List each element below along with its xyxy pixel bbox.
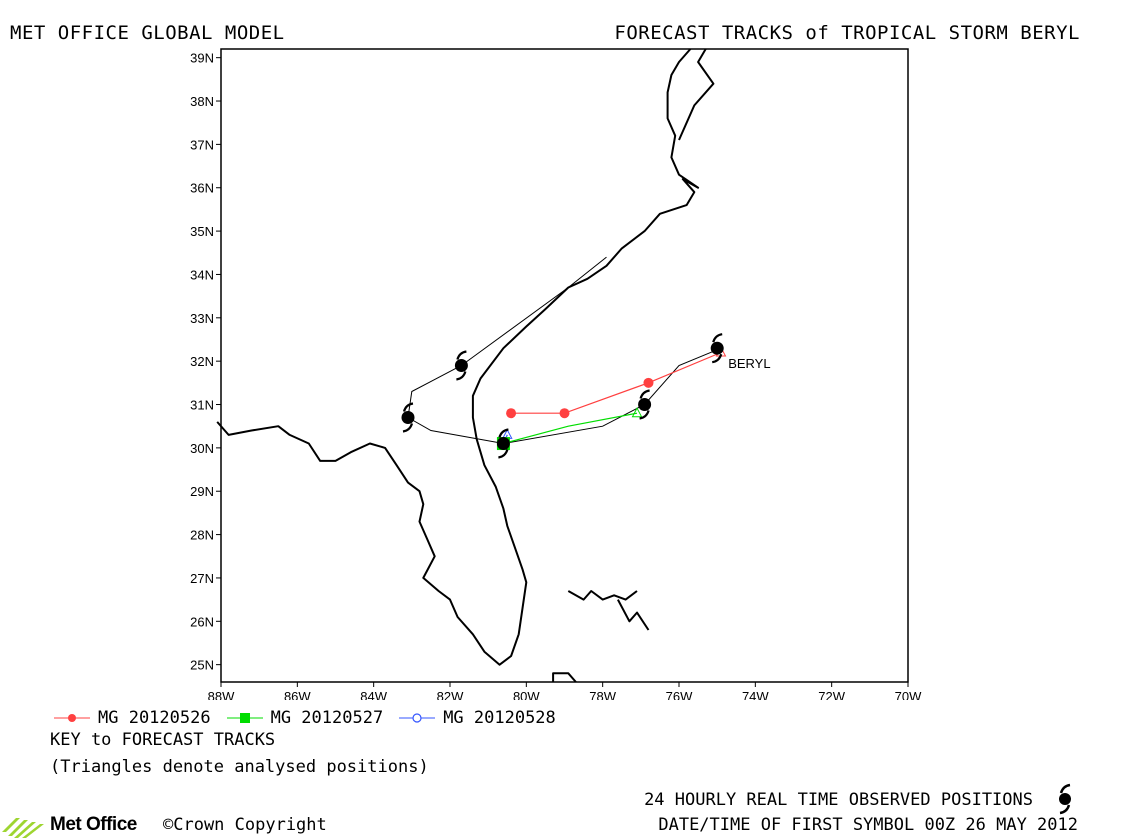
date-note: DATE/TIME OF FIRST SYMBOL 00Z 26 MAY 201… [658,815,1078,835]
legend-green-square-icon [226,713,263,723]
analysed-position-triangle [631,407,643,418]
forecast-point-marker [559,408,570,419]
legend-item-20120527: MG 20120527 [225,708,384,728]
right-title: FORECAST TRACKS of TROPICAL STORM BERYL [614,22,1080,44]
y-tick-label: 37N [190,137,214,152]
forecast-point-marker [506,408,517,419]
met-office-logo: Met Office [2,812,137,838]
legend-item-20120526: MG 20120526 [52,708,211,728]
legend-label: MG 20120526 [98,708,211,728]
key-title: KEY to FORECAST TRACKS [50,730,276,750]
x-tick-label: 74W [742,689,769,700]
forecast-track-line [511,351,722,414]
x-tick-label: 70W [895,689,922,700]
x-tick-label: 88W [208,689,235,700]
tracks [407,256,727,451]
forecast-point-marker [643,377,654,388]
y-tick-label: 35N [190,224,214,239]
y-tick-label: 29N [190,484,214,499]
forecast-track-map: 88W 86W 84W 82W 80W 78W 76W 74W 72W 70W 25N 26N 27N 2… [190,48,922,700]
x-tick-label: 84W [360,689,387,700]
observed-positions-note: 24 HOURLY REAL TIME OBSERVED POSITIONS [644,790,1033,810]
coastline-segment [567,590,638,601]
copyright: ©Crown Copyright [163,815,327,835]
y-tick-label: 26N [190,614,214,629]
y-tick-label: 34N [190,267,214,282]
x-tick-label: 78W [589,689,616,700]
x-tick-label: 82W [437,689,464,700]
storm-label: BERYL [728,356,770,371]
x-tick-label: 76W [666,689,693,700]
legend-red-circle-icon [54,714,90,722]
x-tick-label: 86W [284,689,311,700]
forecast-track-line [503,412,638,445]
x-tick-label: 72W [818,689,845,700]
cyclone-symbol-icon [1059,783,1071,815]
key-note: (Triangles denote analysed positions) [50,757,429,777]
y-tick-label: 30N [190,441,214,456]
observed-track-line [407,256,722,445]
plot-frame [220,48,909,683]
coastline-segment [617,599,650,631]
cyclone-symbol-icon [496,428,510,459]
axis-ticks: 88W 86W 84W 82W 80W 78W 76W 74W 72W 70W 25N 26N 27N 2… [190,51,922,700]
y-tick-label: 38N [190,94,214,109]
y-tick-label: 28N [190,528,214,543]
y-tick-label: 39N [190,51,214,66]
y-tick-label: 36N [190,181,214,196]
legend-blue-circle-icon [399,713,436,723]
y-tick-label: 25N [190,658,214,673]
logo-text: Met Office [50,814,137,835]
y-tick-label: 27N [190,571,214,586]
left-title: MET OFFICE GLOBAL MODEL [10,22,285,44]
cyclone-symbol-icon [401,402,415,433]
cyclone-symbol-icon [710,333,724,364]
coastline-segment [678,48,715,141]
y-tick-label: 33N [190,311,214,326]
coastline [216,48,715,683]
cyclone-symbol-icon [638,389,652,420]
legend-label: MG 20120528 [443,708,556,728]
legend-label: MG 20120527 [270,708,384,728]
x-tick-label: 80W [513,689,540,700]
cyclone-symbol-icon [454,350,468,381]
y-tick-label: 31N [190,398,214,413]
met-office-swoosh-icon [2,818,44,838]
legend: MG 20120526 MG 20120527 MG 20120528 [52,708,570,728]
y-tick-label: 32N [190,354,214,369]
storm-symbols [401,333,724,459]
coastline-segment [552,672,577,683]
legend-item-20120528: MG 20120528 [397,708,556,728]
coastline-segment [216,48,700,666]
